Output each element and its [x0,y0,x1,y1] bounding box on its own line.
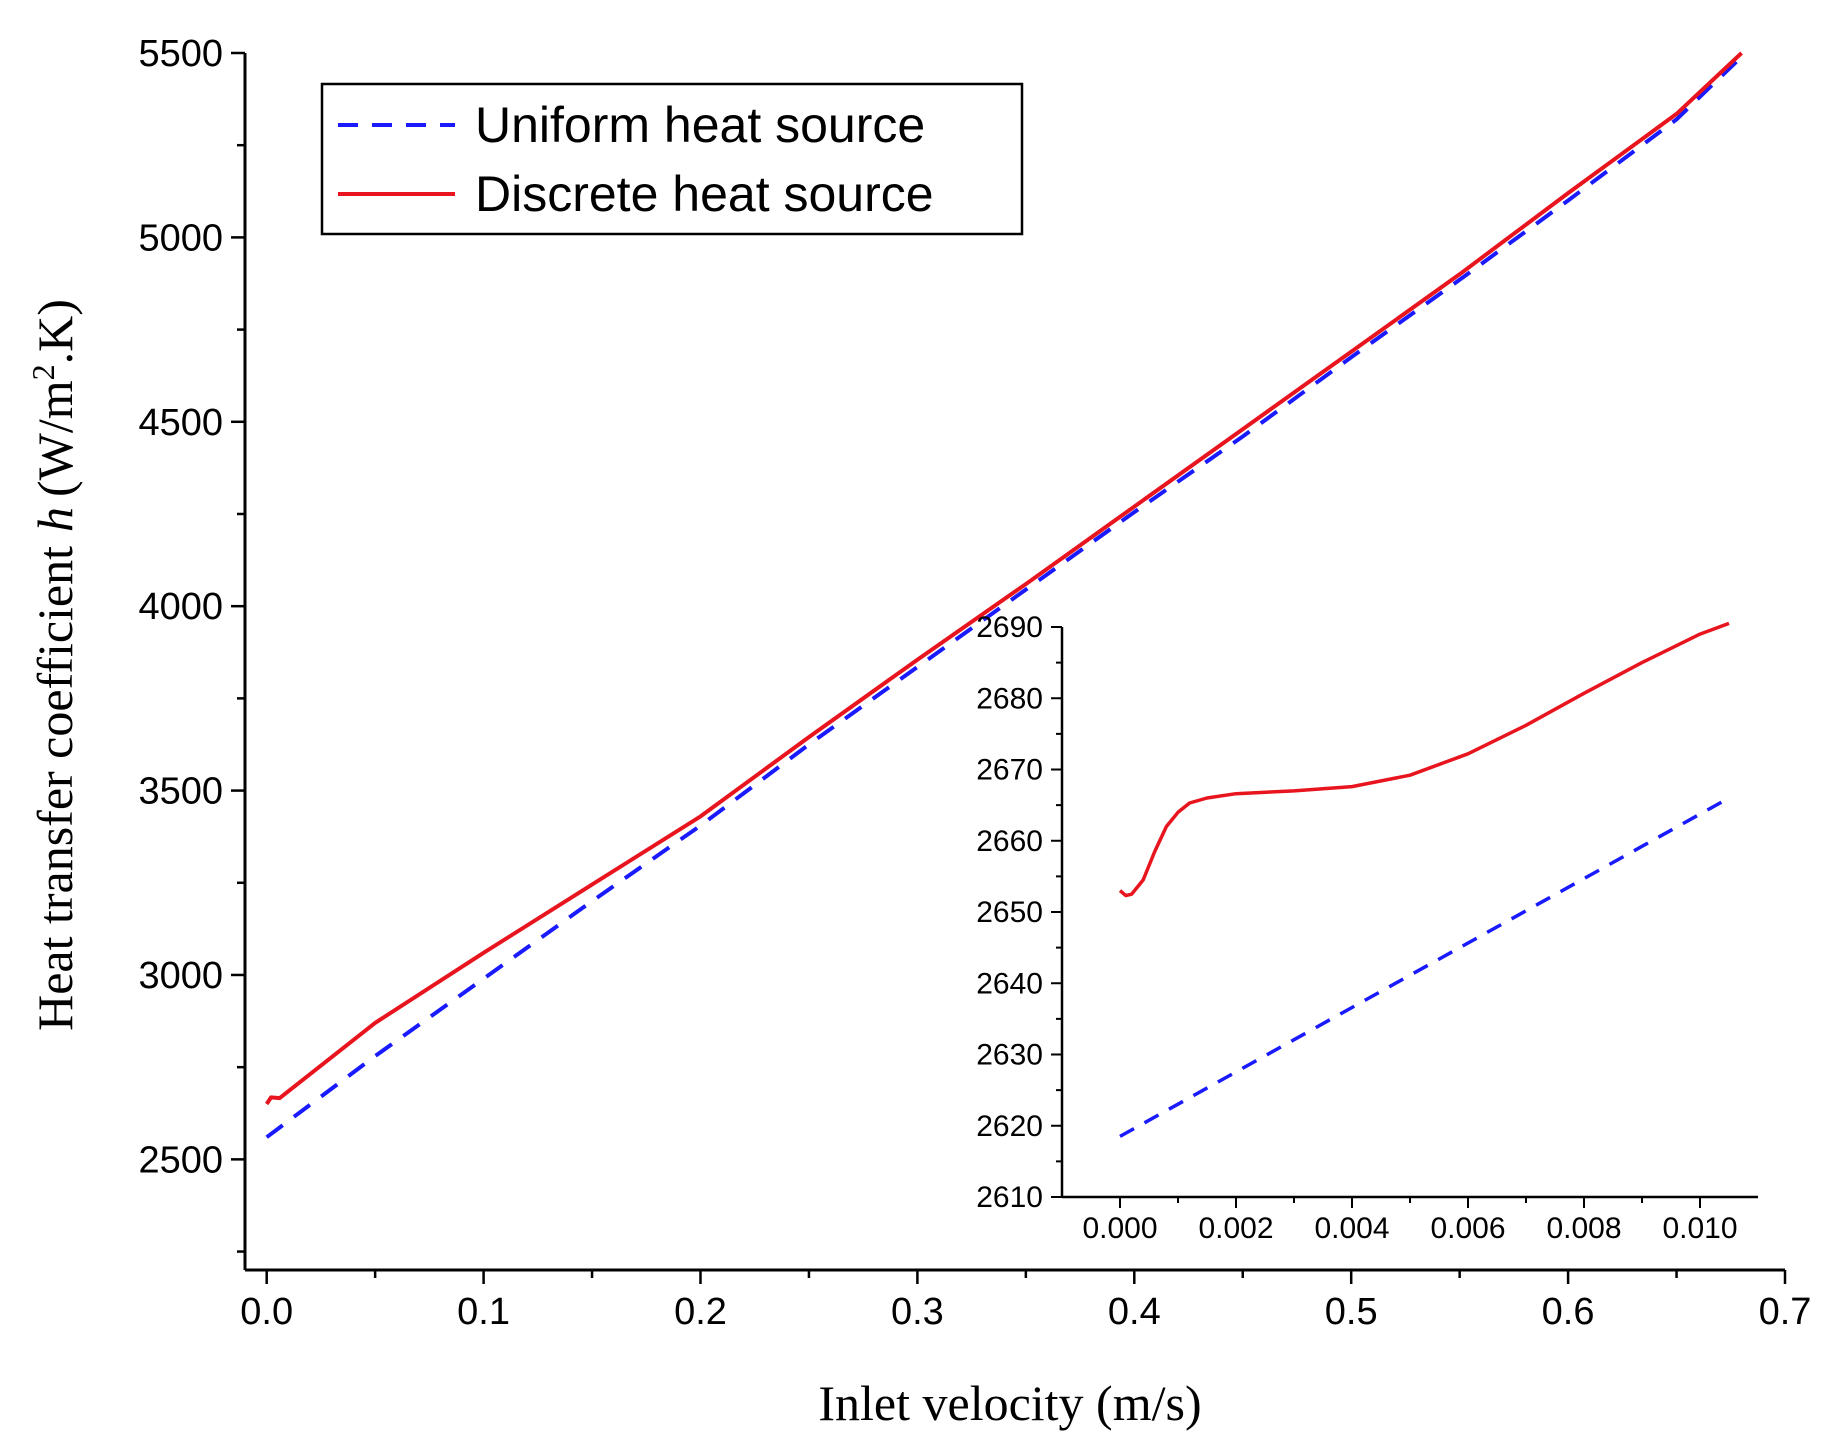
main-x-tick-label: 0.4 [1108,1291,1161,1333]
main-x-tick-label: 0.0 [240,1291,293,1333]
main-x-tick-label: 0.1 [457,1291,510,1333]
legend-box [320,82,1024,236]
main-x-tick-label: 0.7 [1759,1291,1812,1333]
y-axis-title-prefix: Heat transfer coefficient [27,546,83,1031]
main-y-tick-label: 2500 [138,1139,223,1181]
main-x-tick-label: 0.3 [891,1291,944,1333]
main-x-ticks: 0.0 0.1 0.2 0.3 0.4 0.5 0.6 0.7 [240,1270,1811,1333]
main-x-tick-label: 0.2 [674,1291,727,1333]
main-y-tick-label: 5000 [138,217,223,259]
inset-series-uniform-line [1119,796,1730,1138]
main-y-tick-label: 5500 [138,33,223,75]
inset-y-tick-label: 2620 [976,1110,1043,1143]
inset-y-tick-label: 2660 [976,825,1043,858]
inset-y-tick-label: 2690 [976,611,1043,644]
y-axis-title-unit-close: .K) [27,299,83,364]
inset-x-tick-label: 0.010 [1662,1212,1737,1245]
y-axis-title-unit-open: (W/m [27,380,83,497]
inset-x-tick-label: 0.006 [1430,1212,1505,1245]
inset-y-tick-label: 2640 [976,967,1043,1000]
main-x-tick-label: 0.6 [1542,1291,1595,1333]
main-series-discrete-line [265,51,1743,1106]
inset-y-tick-label: 2670 [976,754,1043,787]
legend-label-discrete: Discrete heat source [475,166,934,222]
main-y-tick-label: 4000 [138,586,223,628]
main-y-tick-label: 3000 [138,955,223,997]
main-y-tick-label: 4500 [138,402,223,444]
legend-label-uniform: Uniform heat source [475,97,925,153]
main-y-ticks: 2500 3000 3500 4000 4500 5000 5500 [138,33,245,1253]
inset-x-tick-label: 0.000 [1082,1212,1157,1245]
inset-x-ticks: 0.000 0.002 0.004 0.006 0.008 0.010 [1082,1197,1738,1245]
inset-background [1062,625,1762,1195]
inset-y-tick-label: 2610 [976,1181,1043,1214]
inset-series-discrete-line [1118,621,1730,898]
y-axis-title-symbol: h [27,507,83,532]
y-axis-title-unit-sup: 2 [25,364,61,380]
inset-x-tick-label: 0.008 [1546,1212,1621,1245]
main-y-tick-label: 3500 [138,771,223,813]
inset-x-tick-label: 0.002 [1198,1212,1273,1245]
legend: Uniform heat source Discrete heat source [320,82,1024,236]
inset-y-tick-label: 2650 [976,896,1043,929]
inset-y-tick-label: 2630 [976,1039,1043,1072]
main-series-group [265,51,1743,1139]
inset-series-group [1118,621,1730,1138]
main-x-tick-label: 0.5 [1325,1291,1378,1333]
inset-x-tick-label: 0.004 [1314,1212,1389,1245]
x-axis-title: Inlet velocity (m/s) [818,1375,1201,1431]
main-series-uniform-line [265,55,1743,1139]
inset-y-tick-label: 2680 [976,682,1043,715]
inset-y-ticks: 2610 2620 2630 2640 2650 2660 2670 2680 2690 [976,611,1062,1214]
inset-plot: 2610 2620 2630 2640 2650 2660 2670 2680 2690 0.0… [976,611,1762,1245]
y-axis-title: Heat transfer coefficient h (W/m2.K) [25,299,83,1031]
